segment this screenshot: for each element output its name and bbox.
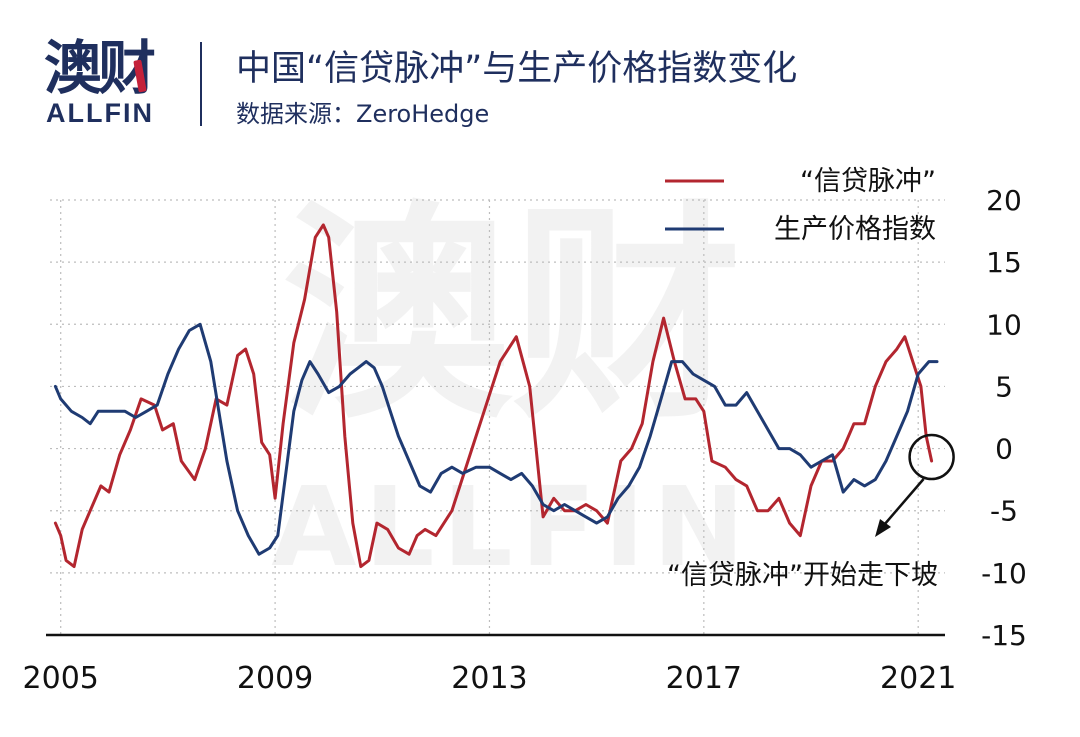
legend-label-1: 生产价格指数 [774, 214, 936, 245]
legend-label-0: “信贷脉冲” [800, 166, 936, 197]
y-tick-label: 5 [995, 370, 1013, 403]
y-tick-label: -5 [990, 495, 1018, 528]
series-line-0 [53, 223, 934, 569]
y-tick-label: 20 [986, 184, 1022, 217]
annotation-text: “信贷脉冲”开始走下坡 [667, 560, 938, 591]
header-divider [200, 42, 202, 126]
annotation: “信贷脉冲”开始走下坡 [667, 433, 955, 591]
series-lines [53, 223, 939, 569]
watermark-cn: 澳财 [282, 183, 742, 450]
y-tick-label: -15 [981, 619, 1027, 652]
chart-source: 数据来源：ZeroHedge [236, 100, 490, 128]
legend: “信贷脉冲” 生产价格指数 [665, 166, 936, 245]
axes: 2005 2009 2013 2017 2021 20 15 10 5 0 -5 -10 -15 [23, 184, 1027, 696]
x-tick-label: 2021 [880, 661, 956, 696]
y-tick-label: -10 [981, 557, 1027, 590]
series-line-1 [53, 322, 939, 556]
y-tick-label: 0 [995, 433, 1013, 466]
y-tick-label: 15 [986, 246, 1022, 279]
brand-logo-en: ALLFIN [46, 98, 154, 128]
y-tick-label: 10 [986, 308, 1022, 341]
x-tick-label: 2017 [666, 661, 742, 696]
annotation-arrow-line [883, 478, 925, 526]
x-tick-label: 2013 [451, 661, 527, 696]
x-tick-label: 2005 [23, 661, 99, 696]
annotation-arrow-head-icon [875, 519, 891, 537]
annotation-circle [908, 433, 955, 481]
chart-title: 中国“信贷脉冲”与生产价格指数变化 [236, 49, 798, 89]
x-tick-label: 2009 [237, 661, 313, 696]
